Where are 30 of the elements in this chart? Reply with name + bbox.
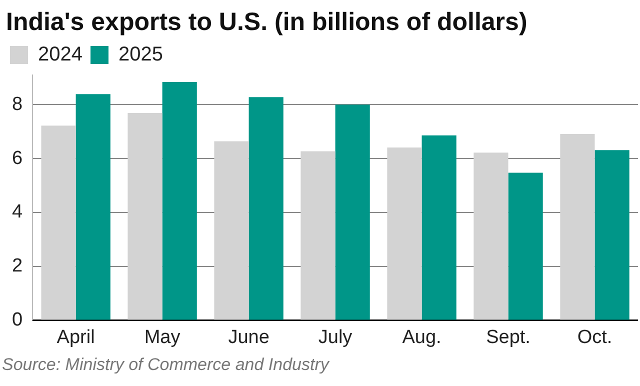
- bar: [128, 112, 162, 320]
- y-tick-label: 2: [12, 256, 23, 277]
- bar: [422, 135, 456, 320]
- bar: [335, 104, 370, 320]
- x-tick-label: Aug.: [402, 326, 442, 348]
- x-tick-label: Oct.: [577, 326, 612, 348]
- bar: [214, 141, 249, 320]
- legend-label: 2024: [38, 44, 82, 66]
- bar: [76, 94, 110, 320]
- y-tick-label: 8: [12, 94, 23, 115]
- source-note: Source: Ministry of Commerce and Industry: [1, 355, 331, 375]
- legend-label: 2025: [118, 44, 163, 66]
- y-tick-label: 0: [12, 309, 23, 330]
- x-tick-label: Sept.: [486, 326, 530, 348]
- bar: [387, 147, 422, 320]
- bar: [162, 82, 197, 320]
- bar: [508, 172, 543, 320]
- x-tick-label: May: [144, 326, 181, 348]
- x-tick-label: July: [318, 326, 353, 348]
- bar: [41, 126, 76, 320]
- x-tick-label: June: [228, 326, 270, 348]
- bar: [248, 97, 284, 320]
- bar: [474, 152, 508, 320]
- bar: [594, 150, 630, 320]
- x-tick-label: April: [56, 326, 95, 348]
- y-tick-label: 4: [12, 202, 23, 223]
- bar: [560, 134, 595, 320]
- chart-title: India's exports to U.S. (in billions of dollars): [5, 7, 528, 37]
- y-tick-label: 6: [12, 148, 23, 169]
- bar: [300, 151, 336, 320]
